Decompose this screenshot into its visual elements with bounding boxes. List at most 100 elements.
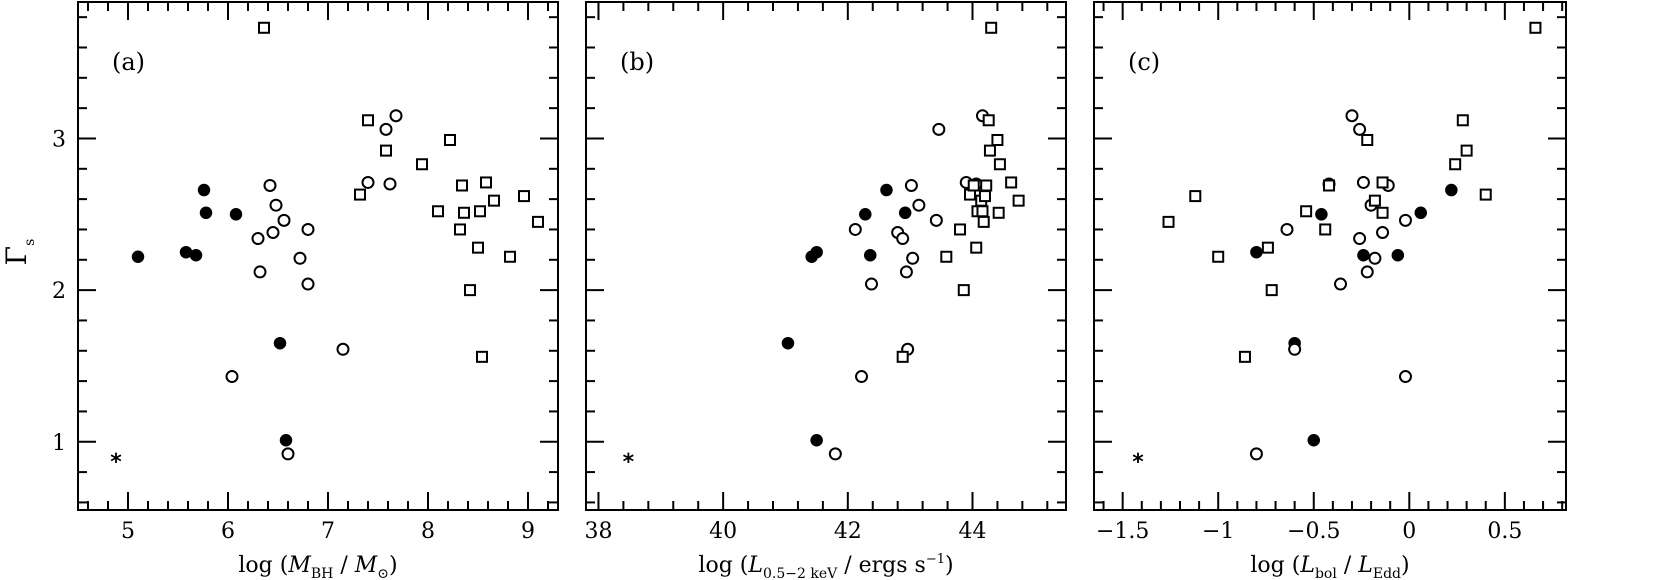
plot-frame: [585, 1, 1067, 511]
x-tick-label: 42: [834, 519, 862, 544]
data-point-square: [980, 179, 993, 192]
data-point-square: [354, 188, 366, 201]
data-point-square: [432, 205, 444, 218]
x-axis-label: log (Lbol / LEdd): [1250, 553, 1409, 580]
data-point-square: [488, 194, 500, 207]
x-axis-label-part: bol: [1315, 566, 1337, 580]
data-point-open-circle: [1360, 265, 1374, 279]
data-point-square: [1449, 158, 1462, 171]
x-axis-label-part: L: [1357, 553, 1373, 578]
data-point-square: [504, 250, 516, 263]
data-point-square: [1323, 179, 1336, 192]
data-point-open-circle: [253, 265, 267, 279]
data-point-open-circle: [899, 265, 913, 279]
data-point-filled-circle: [810, 433, 823, 447]
data-point-square: [985, 21, 998, 34]
data-point-open-circle: [1398, 370, 1412, 384]
data-point-square: [1456, 114, 1469, 127]
data-point-open-circle: [301, 222, 315, 236]
x-tick-label: 5: [121, 519, 135, 544]
data-point-filled-circle: [898, 206, 912, 220]
x-axis-label-part: /: [1337, 553, 1358, 578]
x-axis-label-part: ): [389, 553, 398, 578]
x-axis-label: log (L0.5−2 keV / ergs s−1): [698, 552, 953, 580]
data-point-filled-circle: [880, 183, 893, 197]
data-point-square: [456, 179, 468, 192]
y-tick-label: 3: [52, 127, 66, 152]
x-axis-label-part: L: [747, 553, 763, 578]
data-point-open-circle: [277, 213, 291, 227]
data-point-square: [454, 223, 466, 236]
data-point-filled-circle: [1307, 433, 1321, 447]
plot-frame: [77, 1, 559, 511]
x-axis-label-part: log (: [1250, 553, 1300, 578]
data-point-filled-circle: [229, 208, 243, 221]
data-point-square: [1529, 21, 1542, 34]
data-point-open-circle: [1376, 225, 1390, 239]
annotation-star: *: [623, 450, 635, 475]
data-point-square: [1212, 250, 1225, 263]
data-point-open-circle: [1345, 109, 1359, 123]
data-point-open-circle: [336, 342, 350, 356]
data-point-open-circle: [932, 122, 946, 136]
plot-frame: [1093, 1, 1567, 511]
data-point-filled-circle: [1250, 245, 1263, 259]
data-point-square: [977, 215, 990, 228]
data-point-square: [444, 133, 456, 146]
data-point-square: [474, 205, 486, 218]
data-point-square: [1005, 176, 1018, 189]
data-point-open-circle: [1280, 222, 1294, 236]
x-tick-label: 6: [221, 519, 235, 544]
data-point-square: [1261, 241, 1274, 254]
data-point-square: [978, 190, 991, 203]
x-axis-label-part: / ergs s: [837, 553, 926, 578]
data-point-filled-circle: [1391, 248, 1405, 262]
data-point-open-circle: [266, 225, 280, 239]
annotation-star: *: [1132, 450, 1144, 475]
panel-label: (a): [112, 48, 145, 76]
panel-c: −1.5 −1 −0.5 0 0.5(c)log (Lbol / LEdd)*: [1093, 1, 1567, 580]
data-point-filled-circle: [1315, 208, 1328, 221]
data-point-filled-circle: [1414, 206, 1428, 220]
data-point-open-circle: [293, 251, 307, 265]
x-tick-label: 40: [709, 519, 737, 544]
data-point-open-circle: [1356, 175, 1370, 189]
data-point-open-circle: [383, 177, 397, 191]
data-point-open-circle: [1249, 447, 1263, 461]
x-axis-label-part: ): [1401, 553, 1410, 578]
x-tick-label: 9: [521, 519, 535, 544]
data-point-open-circle: [1334, 277, 1348, 291]
data-point-filled-circle: [1445, 183, 1458, 197]
data-point-open-circle: [1353, 122, 1367, 136]
data-point-open-circle: [361, 175, 375, 189]
data-point-open-circle: [848, 222, 862, 236]
x-tick-label: 7: [321, 519, 335, 544]
data-point-square: [380, 144, 392, 157]
svg-text:Γs: Γs: [0, 239, 38, 266]
data-point-square: [472, 241, 484, 254]
data-point-open-circle: [281, 447, 295, 461]
data-point-square: [1012, 194, 1025, 207]
x-axis-label-part: log (: [238, 553, 288, 578]
data-point-square: [464, 284, 476, 297]
annotation-star: *: [110, 450, 122, 475]
data-point-square: [476, 350, 488, 363]
x-axis-label-part: 0.5−2 keV: [763, 566, 838, 580]
data-point-filled-circle: [1357, 248, 1370, 262]
x-tick-label: 0.5: [1487, 519, 1522, 544]
data-point-open-circle: [263, 178, 277, 192]
x-tick-label: −1: [1202, 519, 1234, 544]
data-point-square: [1265, 284, 1278, 297]
data-point-open-circle: [269, 198, 283, 212]
y-axis-label-sub: s: [22, 239, 38, 246]
data-point-square: [993, 158, 1006, 171]
panel-label: (b): [620, 48, 654, 76]
x-tick-label: 8: [421, 519, 435, 544]
data-point-square: [1460, 144, 1473, 157]
data-point-square: [896, 350, 909, 363]
data-point-square: [1376, 176, 1389, 189]
data-point-open-circle: [1368, 251, 1382, 265]
data-point-filled-circle: [131, 250, 145, 264]
data-point-filled-circle: [189, 248, 203, 262]
y-axis-label: Γs: [0, 239, 38, 266]
